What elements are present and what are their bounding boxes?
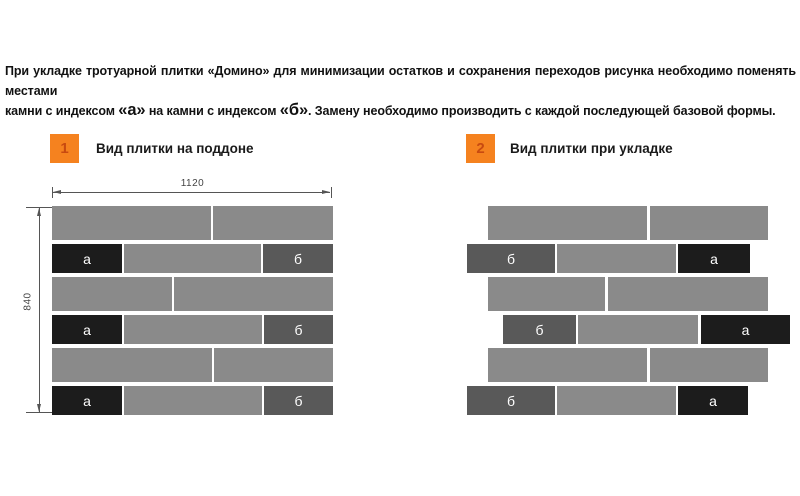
tile-gray	[214, 348, 333, 382]
tile-gray	[608, 277, 768, 311]
dimension-height-tick-top	[26, 207, 53, 208]
intro-line-1-text: При укладке тротуарной плитки «Домино» д…	[5, 64, 796, 98]
section-2-number: 2	[476, 140, 485, 157]
dimension-width-tick-right	[331, 187, 332, 198]
tile-b: б	[467, 244, 555, 273]
tile-b: б	[264, 315, 333, 344]
section-1-title: Вид плитки на поддоне	[96, 134, 254, 163]
tile-gray	[52, 348, 212, 382]
section-1-number: 1	[60, 140, 69, 157]
tile-gray	[124, 244, 261, 273]
section-2-title-text: Вид плитки при укладке	[510, 141, 673, 156]
section-1-title-text: Вид плитки на поддоне	[96, 141, 254, 156]
tile-b: б	[503, 315, 576, 344]
tile-gray	[557, 386, 676, 415]
dimension-height-tick-bottom	[26, 412, 53, 413]
tile-a: а	[52, 315, 122, 344]
intro-line-1: При укладке тротуарной плитки «Домино» д…	[5, 61, 796, 101]
tile-a: а	[52, 244, 122, 273]
section-2-title: Вид плитки при укладке	[510, 134, 673, 163]
tile-gray	[213, 206, 333, 240]
intro-line-2-after: . Замену необходимо производить с каждой…	[308, 104, 776, 118]
tile-gray	[557, 244, 676, 273]
tile-gray	[174, 277, 333, 311]
tile-b: б	[467, 386, 555, 415]
intro-line-2: камни с индексом «а» на камни с индексом…	[5, 101, 796, 121]
dimension-width-label: 1120	[180, 178, 205, 189]
tile-gray	[650, 348, 768, 382]
dimension-height-line	[39, 208, 40, 412]
tile-gray	[124, 386, 262, 415]
tile-a: а	[701, 315, 790, 344]
section-2-number-badge: 2	[466, 134, 495, 163]
tile-b: б	[263, 244, 333, 273]
intro-line-2-before: камни с индексом	[5, 104, 119, 118]
dimension-width-line	[53, 192, 330, 193]
tile-gray	[488, 348, 647, 382]
tile-gray	[52, 206, 211, 240]
section-1-number-badge: 1	[50, 134, 79, 163]
arrowhead-right-icon	[322, 190, 330, 194]
arrowhead-down-icon	[37, 404, 41, 412]
tile-gray	[124, 315, 262, 344]
tile-a: а	[678, 244, 750, 273]
dimension-width-tick-left	[52, 187, 53, 198]
tile-gray	[578, 315, 698, 344]
dimension-height-label: 840	[22, 292, 34, 311]
tile-gray	[52, 277, 172, 311]
tile-b: б	[264, 386, 333, 415]
arrowhead-up-icon	[37, 208, 41, 216]
index-a-emphasis: «а»	[118, 101, 146, 119]
intro-line-2-mid: на камни с индексом	[145, 104, 280, 118]
tile-a: а	[52, 386, 122, 415]
index-b-emphasis: «б»	[279, 101, 309, 119]
arrowhead-left-icon	[53, 190, 61, 194]
tile-gray	[650, 206, 768, 240]
tile-gray	[488, 206, 647, 240]
tile-a: а	[678, 386, 748, 415]
intro-paragraph: При укладке тротуарной плитки «Домино» д…	[5, 61, 796, 121]
tile-gray	[488, 277, 605, 311]
